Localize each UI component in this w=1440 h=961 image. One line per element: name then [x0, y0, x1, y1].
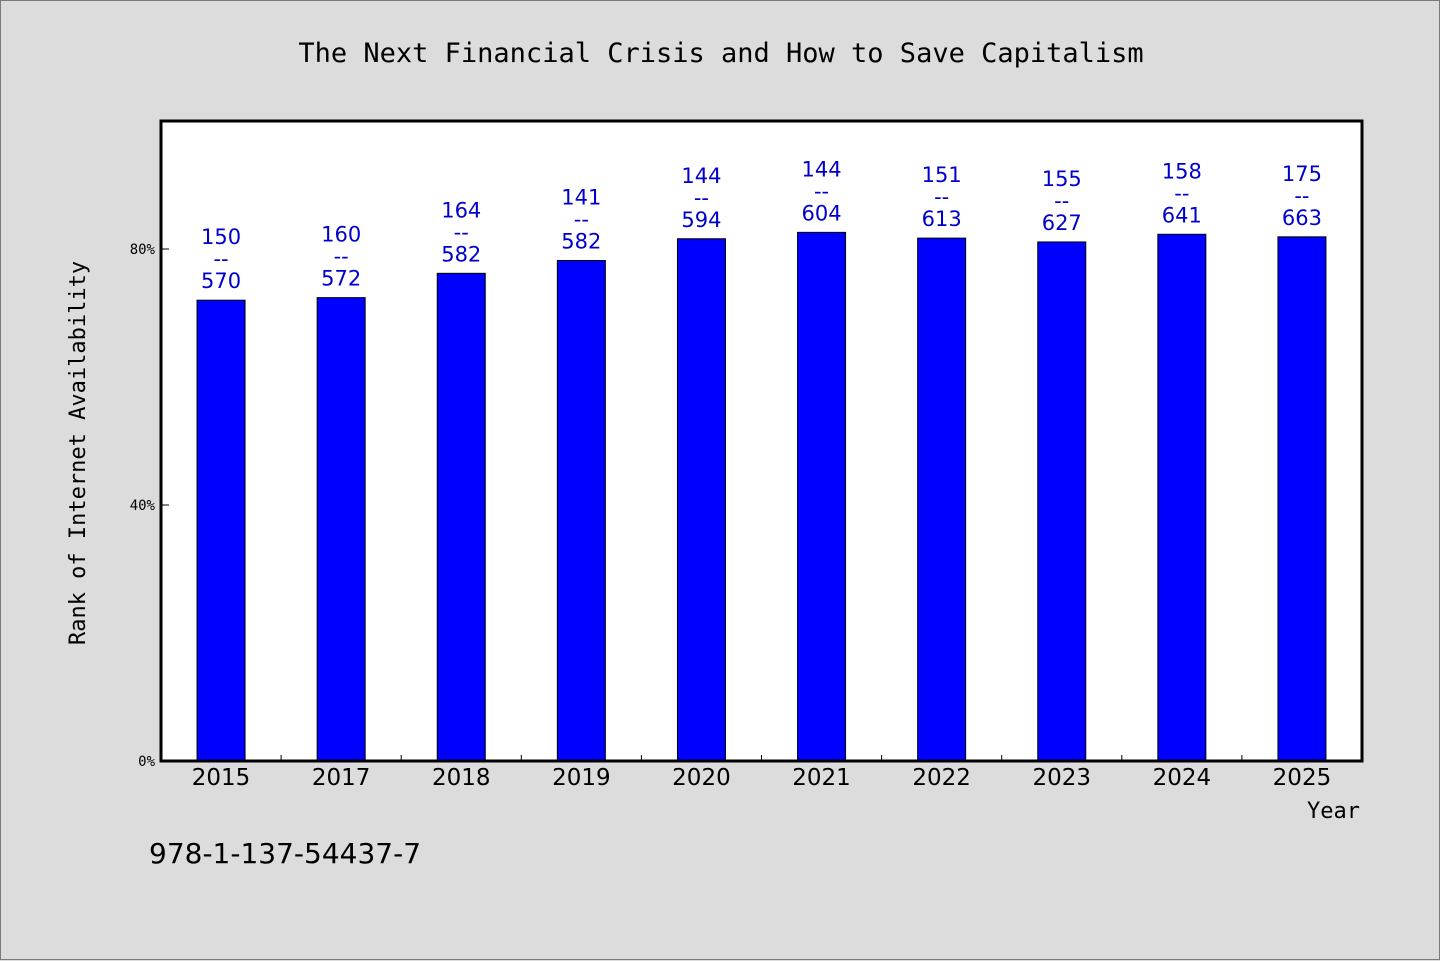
data-label-separator-2025: --: [1294, 184, 1309, 208]
bar-2022: [917, 237, 967, 762]
data-label-top-2017: 160: [321, 223, 361, 247]
data-label-top-2024: 158: [1162, 159, 1202, 183]
data-label-bottom-2020: 594: [681, 208, 721, 232]
data-label-bottom-2015: 570: [201, 269, 241, 293]
y-axis-label: Rank of Internet Availability: [66, 261, 91, 645]
y-tick-label-40: 40%: [130, 498, 156, 514]
bar-2024: [1157, 233, 1207, 762]
y-tick-label-80: 80%: [130, 242, 156, 258]
data-label-bottom-2022: 613: [922, 207, 962, 231]
bar-2018: [436, 272, 486, 762]
data-label-separator-2018: --: [454, 220, 469, 244]
data-label-separator-2020: --: [694, 186, 709, 210]
x-axis-ticks: 2015 2017 2018 2019 2020 2021 2022 2023 2024 2025: [192, 755, 1331, 791]
x-tick-label-2021: 2021: [792, 765, 851, 791]
data-label-bottom-2024: 641: [1162, 203, 1202, 227]
bar-2019: [556, 260, 606, 762]
data-label-separator-2017: --: [334, 245, 349, 269]
bar-2021: [797, 231, 847, 762]
x-axis-label: Year: [1307, 799, 1360, 824]
x-tick-label-2023: 2023: [1032, 765, 1091, 791]
data-label-separator-2019: --: [574, 208, 589, 232]
x-tick-label-2017: 2017: [312, 765, 371, 791]
data-label-top-2023: 155: [1042, 167, 1082, 191]
data-label-separator-2022: --: [934, 185, 949, 209]
data-label-bottom-2017: 572: [321, 267, 361, 291]
x-tick-label-2020: 2020: [672, 765, 731, 791]
x-tick-label-2015: 2015: [192, 765, 251, 791]
x-tick-label-2018: 2018: [432, 765, 491, 791]
x-tick-label-2024: 2024: [1153, 765, 1212, 791]
data-label-top-2022: 151: [922, 163, 962, 187]
data-label-bottom-2025: 663: [1282, 206, 1322, 230]
isbn-footnote: 978-1-137-54437-7: [149, 837, 421, 870]
bar-2025: [1277, 236, 1327, 762]
data-label-top-2025: 175: [1282, 162, 1322, 186]
bar-2023: [1037, 241, 1087, 762]
data-label-separator-2015: --: [213, 247, 228, 271]
y-axis-ticks: 0% 40% 80%: [130, 242, 169, 770]
data-label-separator-2024: --: [1174, 181, 1189, 205]
data-label-bottom-2019: 582: [561, 230, 601, 254]
data-label-bottom-2023: 627: [1042, 211, 1082, 235]
data-label-bottom-2021: 604: [802, 201, 842, 225]
data-label-separator-2021: --: [814, 179, 829, 203]
x-tick-label-2025: 2025: [1273, 765, 1332, 791]
data-label-separator-2023: --: [1054, 189, 1069, 213]
bar-2020: [676, 238, 726, 762]
data-label-top-2015: 150: [201, 225, 241, 249]
x-tick-label-2022: 2022: [912, 765, 971, 791]
data-label-top-2018: 164: [441, 198, 481, 222]
data-label-top-2019: 141: [561, 186, 601, 210]
bar-2017: [316, 297, 366, 762]
data-labels-group: 150--570160--572164--582141--582144--594…: [201, 157, 1322, 293]
data-label-bottom-2018: 582: [441, 242, 481, 266]
y-tick-label-0: 0%: [138, 754, 155, 770]
x-tick-label-2019: 2019: [552, 765, 611, 791]
chart-title: The Next Financial Crisis and How to Sav…: [298, 38, 1143, 69]
bar-2015: [196, 299, 246, 762]
bars-group: [196, 231, 1327, 762]
data-label-top-2020: 144: [681, 164, 721, 188]
data-label-top-2021: 144: [802, 157, 842, 181]
